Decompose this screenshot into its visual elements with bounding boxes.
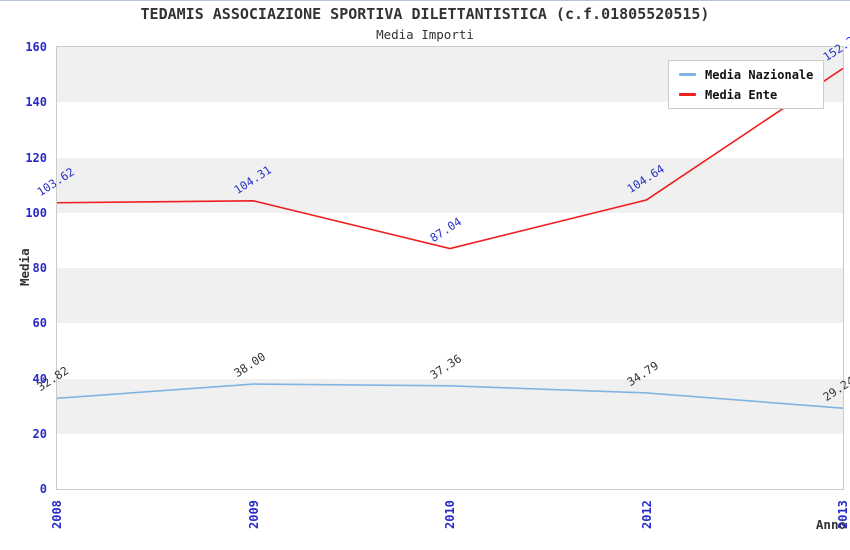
legend-line-icon	[679, 73, 696, 76]
y-tick-label: 100	[25, 205, 47, 220]
grid-band	[57, 378, 843, 434]
chart-title: TEDAMIS ASSOCIAZIONE SPORTIVA DILETTANTI…	[140, 5, 710, 23]
grid-band	[57, 268, 843, 324]
y-tick-label: 140	[25, 95, 47, 110]
line-media-nazionale	[57, 383, 843, 410]
x-tick-label: 2008	[50, 500, 64, 529]
y-tick-label: 40	[32, 371, 47, 386]
y-tick-label: 0	[39, 482, 47, 496]
legend: Media Nazionale Media Ente	[668, 60, 825, 109]
grid-band	[57, 212, 843, 268]
window-top-edge	[0, 0, 850, 1]
x-tick-label: 2013	[836, 500, 850, 529]
grid-band	[57, 102, 843, 158]
y-axis-title: Media	[17, 248, 32, 286]
x-tick-label: 2012	[639, 500, 654, 529]
grid-band	[57, 157, 843, 213]
x-axis-title: Anno	[815, 517, 846, 532]
y-tick-label: 120	[25, 150, 47, 165]
y-tick-label: 20	[32, 426, 47, 441]
grid-band	[57, 433, 843, 489]
grid-band	[57, 323, 843, 379]
legend-line-icon	[679, 93, 696, 96]
chart-subtitle: Media Importi	[376, 27, 474, 42]
line-media-ente	[57, 67, 843, 250]
legend-item-media-nazionale[interactable]: Media Nazionale	[679, 67, 813, 82]
y-tick-label: 60	[32, 316, 47, 331]
legend-label: Media Ente	[705, 87, 778, 102]
legend-item-media-ente[interactable]: Media Ente	[679, 87, 813, 102]
legend-label: Media Nazionale	[705, 67, 814, 82]
y-tick-label: 80	[32, 261, 47, 275]
series-lines	[57, 67, 843, 410]
y-tick-label: 160	[25, 40, 47, 54]
plot-area	[56, 46, 844, 490]
x-tick-label: 2009	[246, 500, 261, 529]
x-tick-label: 2010	[443, 500, 457, 529]
